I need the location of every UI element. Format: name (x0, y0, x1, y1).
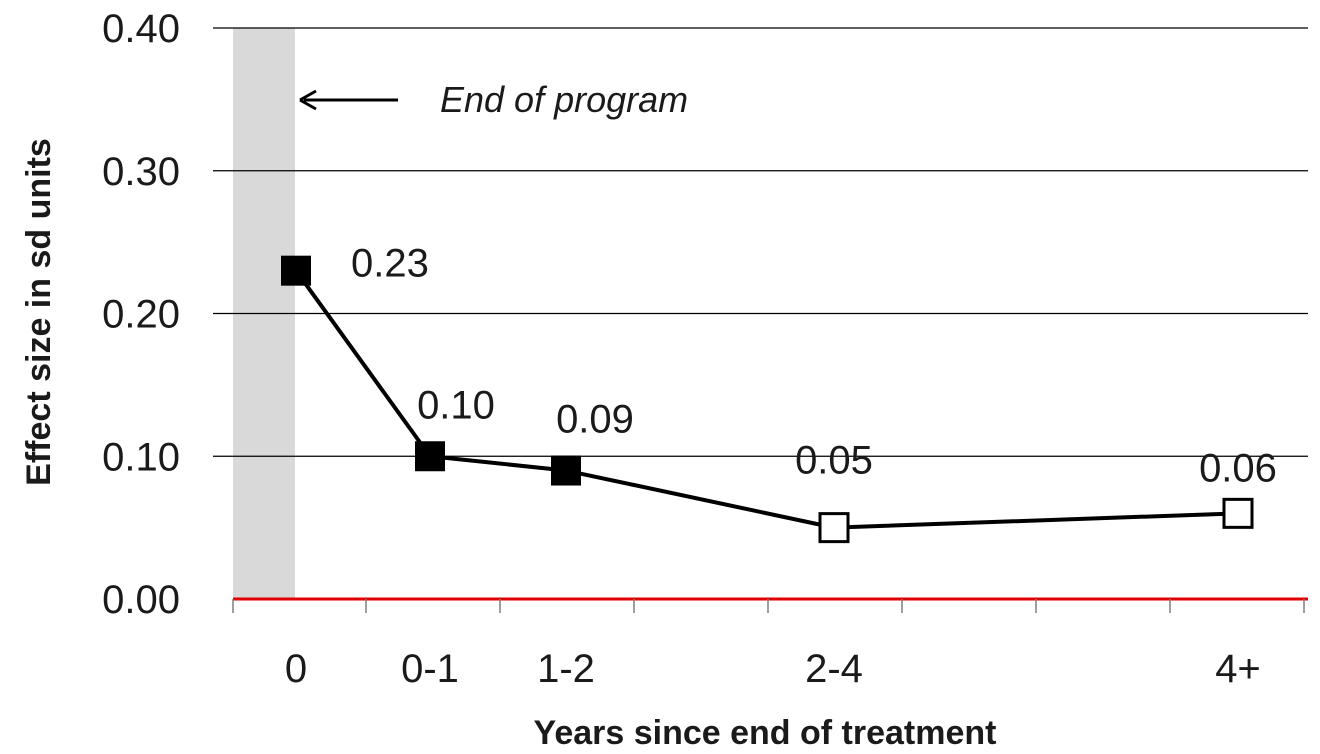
data-point-marker (818, 512, 850, 544)
data-label: 0.10 (417, 383, 495, 427)
y-tick-labels: 0.00 0.10 0.20 0.30 0.40 (102, 7, 180, 622)
data-label: 0.23 (351, 242, 429, 286)
data-point-marker (415, 441, 445, 472)
data-labels: 0.23 0.10 0.09 0.05 0.06 (351, 242, 1277, 491)
arrow-left-icon (299, 89, 317, 111)
gridlines (213, 27, 1308, 457)
data-label: 0.06 (1199, 446, 1277, 490)
x-tick-label: 0-1 (401, 647, 459, 691)
data-point-marker (551, 455, 581, 486)
y-tick-label: 0.40 (102, 7, 180, 51)
end-of-program-annotation: End of program (299, 79, 688, 120)
y-axis-title: Effect size in sd units (20, 138, 58, 486)
x-tick-labels: 0 0-1 1-2 2-4 4+ (285, 647, 1261, 691)
x-tick-label: 4+ (1215, 647, 1261, 691)
y-tick-label: 0.30 (102, 150, 180, 194)
x-tick-label: 1-2 (537, 647, 595, 691)
data-label: 0.05 (795, 439, 873, 483)
x-tick-label: 0 (285, 647, 307, 691)
annotation-text: End of program (440, 79, 688, 120)
y-tick-label: 0.10 (102, 435, 180, 479)
x-tick-label: 2-4 (805, 647, 863, 691)
y-tick-label: 0.20 (102, 293, 180, 337)
data-point-marker (281, 255, 311, 286)
x-axis-title: Years since end of treatment (534, 714, 997, 752)
x-tick-marks (232, 599, 1305, 613)
data-point-marker (1222, 497, 1254, 529)
y-tick-label: 0.00 (102, 578, 180, 622)
data-markers (281, 255, 1254, 544)
data-label: 0.09 (556, 398, 634, 442)
